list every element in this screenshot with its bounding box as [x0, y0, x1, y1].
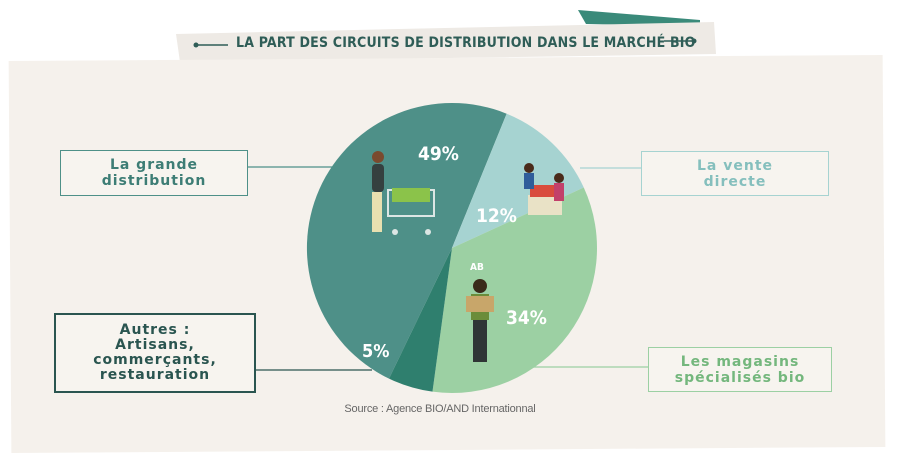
pie-slice-grande	[306, 102, 507, 379]
farmer-crate	[466, 296, 494, 312]
banner-left-arrow-dot	[193, 42, 199, 48]
organic-farmer-icon	[466, 279, 494, 362]
label-vente-line2: directe	[703, 173, 767, 190]
stall-crate	[528, 195, 562, 215]
banner-teal-ribbon	[578, 10, 700, 26]
farmer-head	[473, 279, 487, 293]
vendor-body	[524, 173, 534, 189]
shopper-cart-icon	[372, 151, 435, 235]
shopper-legs	[372, 192, 382, 232]
stall-produce	[530, 185, 560, 197]
pie-slice-vente	[452, 113, 584, 248]
banner-right-arrow-dot	[691, 38, 697, 44]
banner-strip	[176, 22, 716, 62]
ab-badge: AB	[470, 262, 484, 273]
value-label-grande: 49%	[418, 143, 459, 165]
cart-produce	[392, 188, 430, 202]
label-magasins-specialises: Les magasins spécialisés bio	[648, 347, 832, 392]
title-banner: LA PART DES CIRCUITS DE DISTRIBUTION DAN…	[0, 0, 902, 90]
label-autres-line1: Autres :	[119, 322, 191, 338]
label-magasins-line2: spécialisés bio	[674, 369, 806, 386]
value-label-autres: 5%	[362, 341, 390, 362]
label-autres-line2: Artisans,	[115, 337, 195, 353]
source-note: Source : Agence BIO/AND Internationnal	[344, 403, 536, 415]
cart-wheel-left	[392, 229, 398, 235]
shopper-head	[372, 151, 384, 163]
label-grande-distribution: La grande distribution	[60, 150, 248, 196]
label-vente-line1: La vente	[696, 157, 774, 174]
value-label-magasins: 34%	[506, 307, 547, 329]
farmer-legs	[473, 320, 487, 362]
vendor-head	[524, 163, 534, 173]
label-autres-line4: restauration	[99, 367, 211, 383]
value-label-vente: 12%	[476, 205, 517, 227]
cart-wheel-right	[425, 229, 431, 235]
pie-slice-autres	[389, 248, 452, 392]
label-autres: Autres : Artisans, commerçants, restaura…	[54, 313, 256, 393]
label-grande-line1: La grande	[109, 157, 199, 173]
shopper-body	[372, 164, 384, 192]
buyer-body	[554, 183, 564, 201]
label-vente-directe: La vente directe	[641, 151, 829, 196]
pie-slices	[306, 102, 597, 393]
label-autres-line3: commerçants,	[93, 352, 217, 368]
label-magasins-line1: Les magasins	[680, 353, 800, 370]
market-stall-icon	[524, 163, 564, 215]
buyer-head	[554, 173, 564, 183]
label-grande-line2: distribution	[101, 173, 207, 189]
chart-title: LA PART DES CIRCUITS DE DISTRIBUTION DAN…	[236, 35, 696, 51]
